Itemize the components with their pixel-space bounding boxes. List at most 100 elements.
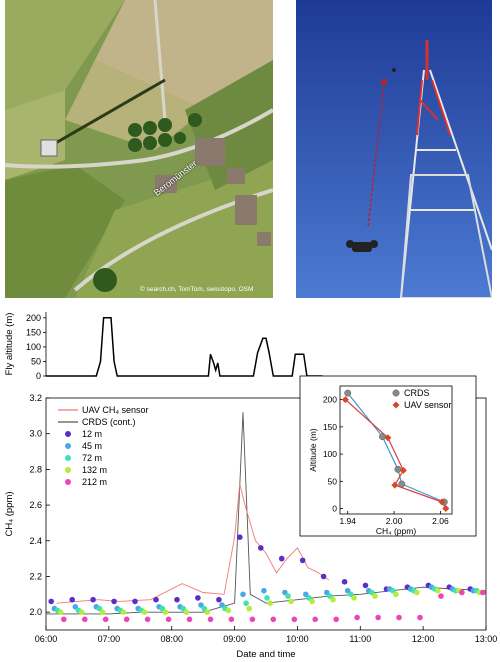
height-point [204, 609, 211, 615]
height-point [153, 596, 159, 603]
legend-height-label: 132 m [82, 465, 107, 475]
height-point [82, 616, 88, 623]
ch4-x-tick-label: 13:00 [475, 634, 498, 644]
height-point [141, 609, 148, 615]
height-point [48, 598, 54, 605]
height-point [333, 616, 340, 623]
altitude-y-tick-label: 50 [31, 356, 41, 366]
height-point [120, 609, 127, 615]
aerial-photo [5, 0, 273, 298]
height-point [240, 591, 246, 598]
height-point [459, 589, 465, 596]
inset-x-tick-label: 1.94 [339, 516, 356, 526]
altitude-panel: 0 50 100 150 200 Fly altitude (m) [4, 312, 323, 381]
height-point [111, 598, 117, 605]
inset-y-tick-label: 150 [323, 422, 337, 432]
height-point [207, 616, 214, 623]
height-point [186, 616, 193, 623]
inset-legend-crds-swatch [392, 389, 400, 397]
height-point [362, 582, 369, 589]
height-point [261, 587, 267, 594]
height-point [312, 616, 319, 623]
height-point [162, 609, 169, 615]
ch4-y-tick-label: 2.4 [29, 536, 42, 546]
height-point [438, 593, 444, 599]
legend-crds-label: CRDS (cont.) [82, 417, 136, 427]
height-point [341, 579, 348, 585]
height-point [72, 604, 79, 610]
legend-height-swatch [65, 443, 71, 449]
height-point [396, 614, 402, 621]
height-point [285, 593, 291, 599]
height-point [375, 614, 381, 621]
ch4-panel: 2.0 2.2 2.4 2.6 2.8 3.0 3.2 06:00 07:00 08:00 09:0… [4, 393, 497, 660]
legend-uav-label: UAV CH₄ sensor [82, 405, 149, 415]
inset-crds-point [344, 389, 352, 397]
legend-height-swatch [65, 431, 71, 437]
height-point [393, 591, 399, 598]
inset-uav-point [341, 396, 349, 404]
legend-height-label: 72 m [82, 453, 102, 463]
inset-uav-point [391, 481, 399, 489]
height-point [369, 589, 375, 596]
height-point [90, 596, 96, 603]
legend-height-label: 212 m [82, 477, 107, 487]
height-point [270, 616, 277, 623]
height-point [309, 598, 315, 605]
inset-uav-point [438, 498, 446, 506]
height-point [183, 609, 190, 615]
inset-uav-point [442, 505, 450, 513]
height-point [291, 616, 298, 623]
height-point [351, 595, 357, 601]
tower-photo [296, 0, 492, 298]
ch4-y-tick-label: 2.0 [29, 607, 42, 617]
height-point [278, 555, 285, 562]
inset-uav-point [384, 434, 392, 442]
altitude-series-line [46, 317, 323, 377]
ch4-plot-frame [45, 397, 487, 631]
height-point [414, 589, 420, 596]
legend-height-swatch [65, 455, 71, 461]
height-point [435, 587, 441, 594]
height-point [165, 616, 172, 623]
inset-y-tick-label: 100 [323, 449, 337, 459]
height-point [354, 614, 360, 621]
height-point [299, 557, 306, 564]
height-point [180, 605, 186, 612]
legend-height-swatch [65, 467, 71, 473]
ch4-x-tick-label: 06:00 [35, 634, 58, 644]
ch4-x-tick-label: 12:00 [412, 634, 435, 644]
height-point [237, 534, 243, 540]
height-point [78, 609, 85, 615]
height-point [69, 596, 75, 603]
ch4-x-label: Date and time [236, 649, 295, 660]
height-point [303, 591, 309, 598]
height-point [249, 616, 256, 623]
inset-legend-uav-label: UAV sensor [404, 400, 451, 410]
ch4-x-tick-label: 07:00 [98, 634, 121, 644]
ch4-y-tick-label: 2.8 [29, 464, 42, 474]
altitude-y-tick-label: 0 [36, 371, 41, 381]
ch4-x-tick-label: 09:00 [223, 634, 246, 644]
inset-plot-frame [339, 385, 453, 515]
height-point [144, 616, 151, 623]
ch4-x-tick-label: 08:00 [160, 634, 183, 644]
height-point [132, 598, 138, 605]
height-point [174, 596, 180, 603]
altitude-y-tick-label: 200 [26, 313, 41, 323]
height-point [417, 614, 423, 621]
height-point [480, 589, 486, 596]
altitude-y-tick-label: 150 [26, 327, 41, 337]
height-point [246, 605, 252, 612]
legend-height-label: 45 m [82, 441, 102, 451]
ch4-x-tick-label: 11:00 [349, 634, 371, 644]
height-point [123, 616, 130, 623]
height-point [330, 596, 336, 603]
height-point [344, 587, 351, 594]
inset-x-tick-label: 2.06 [432, 516, 449, 526]
ch4-x-tick-label: 10:00 [286, 634, 309, 644]
ch4-y-tick-label: 3.0 [29, 429, 42, 439]
inset-x-tick-label: 2.00 [386, 516, 403, 526]
height-point [195, 595, 201, 601]
